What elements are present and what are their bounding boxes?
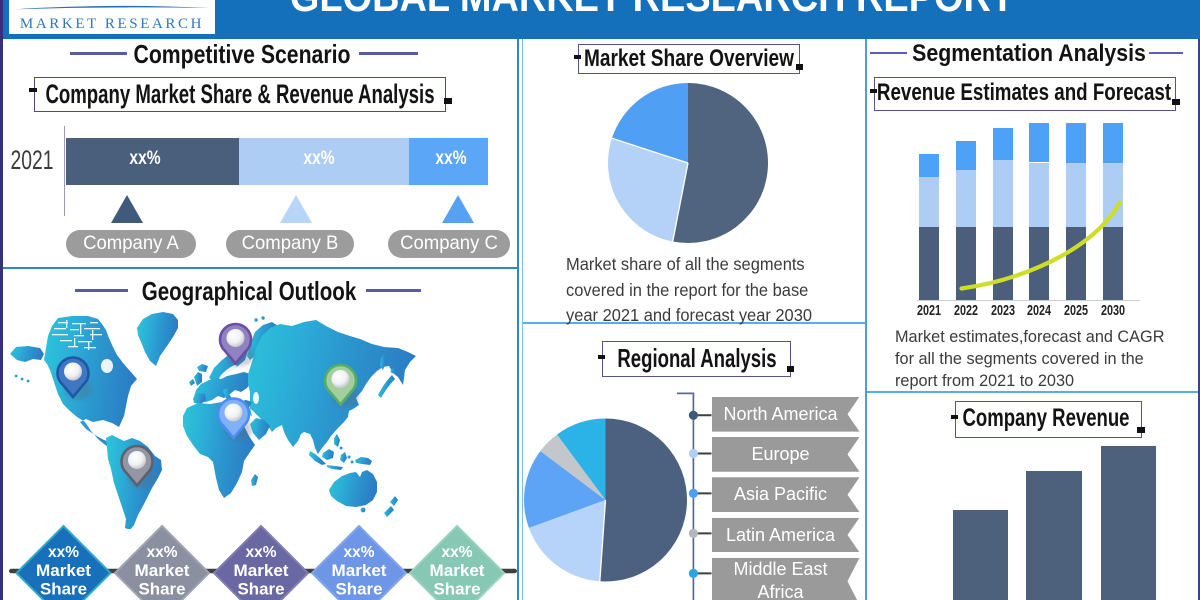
svg-text:xx%: xx% <box>442 544 473 561</box>
svg-text:xx%: xx% <box>344 544 375 561</box>
svg-text:Share: Share <box>139 580 186 599</box>
svg-text:Market: Market <box>135 561 190 580</box>
svg-text:Share: Share <box>434 580 481 599</box>
svg-text:xx%: xx% <box>48 544 79 561</box>
svg-text:Share: Share <box>40 580 87 599</box>
svg-text:Market: Market <box>36 561 91 580</box>
svg-text:MARKET RESEARCH: MARKET RESEARCH <box>20 16 204 32</box>
svg-text:xx%: xx% <box>246 544 277 561</box>
svg-text:Share: Share <box>238 580 285 599</box>
svg-text:xx%: xx% <box>147 544 178 561</box>
svg-text:Share: Share <box>336 580 383 599</box>
svg-text:Market: Market <box>332 561 387 580</box>
svg-text:Market: Market <box>430 561 485 580</box>
svg-text:Market: Market <box>234 561 289 580</box>
